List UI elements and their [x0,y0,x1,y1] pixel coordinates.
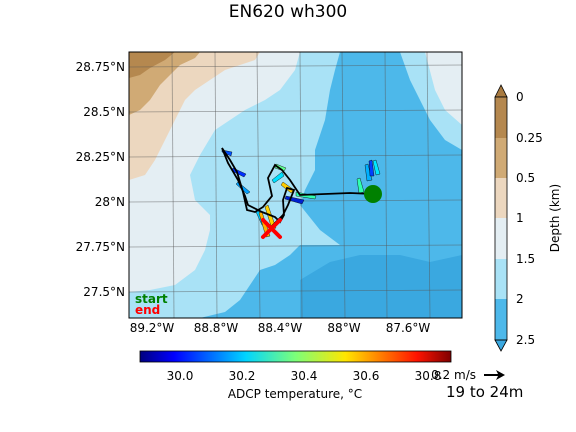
start-marker [364,185,382,203]
depth-colorbar-top-extend [494,84,508,98]
depth-colorbar: 0 0.25 0.5 1 1.5 2 2.5 Depth (km) [494,84,562,352]
legend-start-label: start [135,292,168,306]
lat-tick-label: 28.25°N [76,150,125,164]
lat-tick-label: 28.75°N [76,60,125,74]
depth-tick-label: 0.5 [516,171,535,185]
quiver-key: 0.2 m/s [431,368,505,382]
depth-tick-label: 2.5 [516,333,535,347]
depth-band-0-0.25km [129,52,175,78]
depth-tick-label: 0.25 [516,131,543,145]
temperature-colorbar: 30.0 30.2 30.4 30.6 30.8 ADCP temperatur… [139,350,452,401]
lon-tick-label: 89.2°W [130,321,175,335]
quiver-key-label: 0.2 m/s [431,368,476,382]
lon-tick-label: 88.4°W [258,321,303,335]
lon-tick-label: 88.8°W [194,321,239,335]
depth-tick-label: 2 [516,292,524,306]
temp-tick-label: 30.6 [353,369,380,383]
bathymetry-map: start end [129,52,462,318]
depth-band-deep [300,255,462,318]
lat-tick-label: 27.75°N [76,240,125,254]
depth-tick-label: 0 [516,90,524,104]
lat-axis: 28.75°N 28.5°N 28.25°N 28°N 27.75°N 27.5… [76,60,125,299]
lon-tick-label: 87.6°W [386,321,431,335]
map-frame [128,51,463,319]
depth-tick-label: 1 [516,211,524,225]
lat-tick-label: 28.5°N [83,105,125,119]
adcp-velocity-arrows [221,149,381,238]
velocity-arrow [271,171,285,184]
temp-tick-label: 30.4 [291,369,318,383]
end-marker [261,218,282,239]
velocity-arrow [284,195,305,205]
velocity-arrow [368,159,375,177]
velocity-arrow [372,159,381,176]
depth-band-1-1.5km-east [425,52,462,125]
ship-track [221,147,374,229]
lat-tick-label: 28°N [95,195,125,209]
chart-title: EN620 wh300 [229,2,347,22]
depth-range-label: 19 to 24m [446,383,523,401]
legend-end-label: end [135,303,160,317]
lon-tick-label: 88°W [327,321,360,335]
temp-colorbar-label: ADCP temperature, °C [228,387,362,401]
temp-tick-label: 30.8 [415,369,442,383]
lat-tick-label: 27.5°N [83,285,125,299]
lon-axis: 89.2°W 88.8°W 88.4°W 88°W 87.6°W [130,321,431,335]
depth-band-0.5-1km [129,52,260,180]
temp-tick-label: 30.2 [229,369,256,383]
depth-tick-label: 1.5 [516,252,535,266]
quiver-key-arrow [484,370,505,380]
temp-tick-label: 30.0 [167,369,194,383]
velocity-arrow [274,163,287,172]
depth-colorbar-bottom-extend [494,339,508,352]
depth-colorbar-label: Depth (km) [548,184,562,252]
map-gridlines [129,52,462,318]
